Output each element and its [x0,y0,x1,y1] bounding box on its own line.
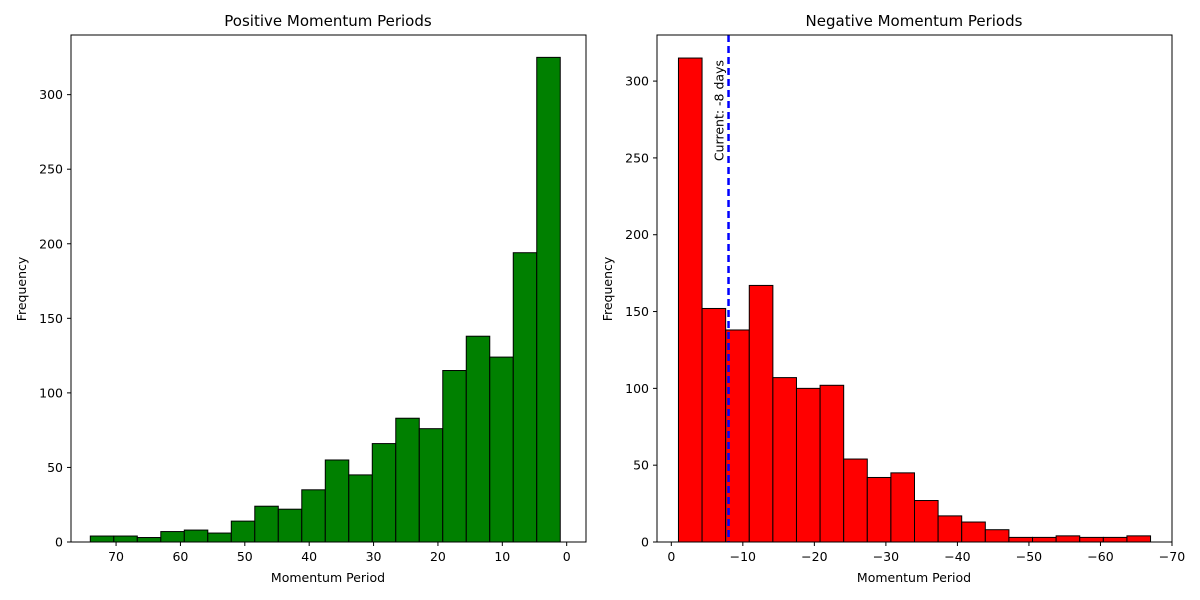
y-axis-label: Frequency [14,256,29,321]
histogram-bar [536,56,561,543]
y-tick-label: 300 [625,74,649,89]
x-axis-label: Momentum Period [857,570,971,585]
histogram-bar [1008,536,1034,543]
histogram-bar [301,489,326,543]
x-tick-label: 20 [430,549,446,564]
x-tick-label: 40 [301,549,317,564]
y-tick-label: 200 [39,236,63,251]
y-tick-label: 100 [625,381,649,396]
x-tick-label: 0 [667,549,675,564]
plot-frame [70,34,587,543]
x-tick-label: −10 [730,549,756,564]
y-tick-label: 50 [47,460,63,475]
histogram-bar [160,531,185,543]
y-tick-label: 0 [641,535,649,550]
x-ticks: 0 −10 −20 −30 −40 −50 −60 −70 [667,542,1185,564]
negative-momentum-panel: Negative Momentum Periods 0 −10 −20 −30 −40 −… [600,12,1185,585]
histogram-bar [277,508,303,543]
x-tick-label: 70 [108,549,124,564]
plot-frame [656,34,1173,543]
x-tick-label: 10 [494,549,510,564]
y-axis-label: Frequency [600,256,615,321]
x-tick-label: −60 [1087,549,1113,564]
x-tick-label: 60 [172,549,188,564]
y-tick-label: 50 [633,458,649,473]
histogram-bar [937,515,963,543]
y-tick-label: 250 [39,162,63,177]
y-tick-label: 150 [39,311,63,326]
histogram-bar [348,474,373,543]
y-tick-label: 200 [625,227,649,242]
histogram-bar [371,443,397,543]
x-tick-label: −40 [944,549,970,564]
histogram-bar [1079,536,1104,543]
histogram-bar [1032,536,1057,543]
histogram-bar [843,458,868,543]
histogram-bar [230,520,256,543]
histogram-bar [984,529,1010,543]
histogram-bar [183,529,209,543]
histogram-bar [772,377,797,543]
histogram-bar [324,459,350,543]
x-tick-label: −30 [873,549,899,564]
y-ticks: 0 50 100 150 200 250 300 [625,74,657,550]
histogram-bar [395,417,420,543]
x-tick-label: 0 [563,549,571,564]
x-ticks: 70 60 50 40 30 20 10 0 [108,542,571,564]
histogram-bar [961,521,986,543]
histogram-bar [914,500,939,543]
histogram-bar [442,370,467,543]
histogram-bar [795,387,821,543]
y-ticks: 0 50 100 150 200 250 300 [39,87,71,550]
current-period-label: Current: -8 days [712,60,727,161]
x-tick-label: 30 [366,549,382,564]
histogram-bar [677,57,703,543]
histogram-bar [1126,535,1152,543]
histogram-bar [701,307,727,543]
chart-title: Positive Momentum Periods [224,12,432,30]
bars-group [89,56,561,543]
positive-momentum-panel: Positive Momentum Periods 70 60 50 40 30 20 10… [14,12,587,585]
histogram-bar [113,535,138,543]
histogram-bar [207,532,232,543]
histogram-bar [489,356,514,543]
x-tick-label: −70 [1159,549,1185,564]
y-tick-label: 250 [625,150,649,165]
bars-group [677,57,1152,543]
y-tick-label: 0 [55,535,63,550]
y-tick-label: 100 [39,385,63,400]
histogram-bar [748,284,774,543]
histogram-bar [512,252,538,543]
histogram-bar [254,505,279,543]
x-axis-label: Momentum Period [271,570,385,585]
x-tick-label: −20 [801,549,827,564]
histogram-bar [136,537,162,543]
histogram-bar [418,428,444,543]
y-tick-label: 150 [625,304,649,319]
histogram-bar [890,472,915,543]
x-tick-label: 50 [237,549,253,564]
histogram-bar [1102,536,1128,543]
histogram-bar [819,384,845,543]
histogram-bar [866,476,892,543]
chart-title: Negative Momentum Periods [806,12,1023,30]
histogram-bar [465,335,491,543]
histogram-bar [89,535,115,543]
histogram-bar [1055,535,1081,543]
x-tick-label: −50 [1016,549,1042,564]
y-tick-label: 300 [39,87,63,102]
